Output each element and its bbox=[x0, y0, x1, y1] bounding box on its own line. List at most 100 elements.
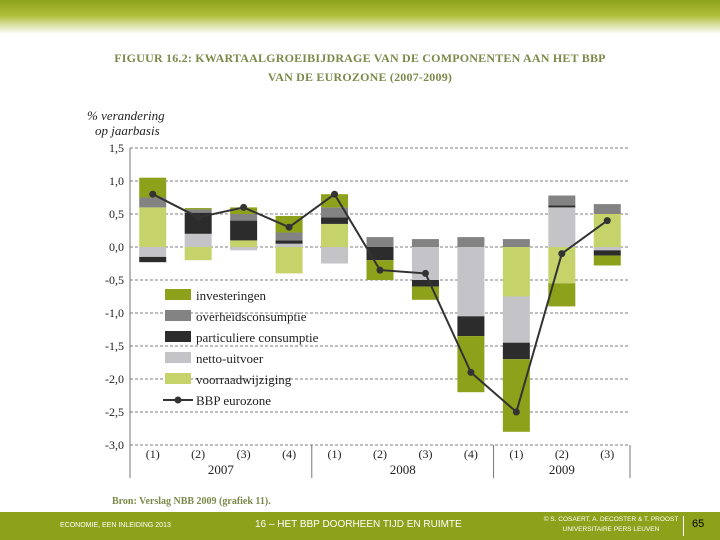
footer-authors: © S. COSAERT, A. DECOSTER & T. PROOST bbox=[543, 516, 679, 523]
bar-segment-particuliere-consumptie bbox=[321, 217, 349, 224]
bar-segment-overheidsconsumptie bbox=[457, 237, 485, 247]
legend-swatch bbox=[165, 289, 191, 300]
stacked-bar-chart: 1,5 1,0 0,5 0,0 -0,5 -1,0 -1,5 -2,0 -2,5 -3,0 % ve… bbox=[87, 108, 631, 478]
bar-segment-overheidsconsumptie bbox=[593, 204, 621, 214]
y-tick-label: 0,0 bbox=[109, 240, 124, 254]
legend-label: BBP eurozone bbox=[196, 393, 271, 408]
bar-segment-overheidsconsumptie bbox=[184, 209, 212, 213]
legend-label: overheidsconsumptie bbox=[196, 309, 307, 324]
x-tick-label: (1) bbox=[509, 447, 523, 461]
x-tick-label: (1) bbox=[328, 447, 342, 461]
bar-segment-overheidsconsumptie bbox=[502, 239, 530, 247]
legend-label: particuliere consumptie bbox=[196, 330, 319, 345]
x-tick-label: (4) bbox=[282, 447, 296, 461]
gdp-point bbox=[603, 217, 611, 225]
y-tick-label: -2,5 bbox=[105, 405, 124, 419]
y-tick-label: -2,0 bbox=[105, 372, 124, 386]
y-tick-label: -1,5 bbox=[105, 339, 124, 353]
bar-segment-netto-uitvoer bbox=[184, 233, 212, 247]
bar-segment-voorraadwijziging bbox=[502, 247, 530, 297]
top-decor-bar bbox=[0, 0, 720, 34]
footer-publisher: UNIVERSITAIRE PERS LEUVEN bbox=[562, 526, 660, 533]
legend-swatch bbox=[165, 310, 191, 321]
y-tick-label: -1,0 bbox=[105, 306, 124, 320]
bar-segment-overheidsconsumptie bbox=[548, 195, 576, 206]
bar-segment-overheidsconsumptie bbox=[411, 239, 439, 247]
bar-segment-particuliere-consumptie bbox=[593, 250, 621, 256]
legend-swatch bbox=[165, 331, 191, 342]
gdp-point bbox=[331, 190, 339, 198]
bar-segment-netto-uitvoer bbox=[457, 247, 485, 317]
bar-segment-particuliere-consumptie bbox=[502, 342, 530, 360]
year-label: 2009 bbox=[549, 462, 575, 477]
gdp-point bbox=[285, 223, 293, 231]
bar-segment-particuliere-consumptie bbox=[230, 220, 258, 241]
y-tick-label: -3,0 bbox=[105, 438, 124, 452]
y-axis-label: % verandering bbox=[87, 108, 165, 123]
y-tick-label: 1,0 bbox=[109, 174, 124, 188]
bar-segment-investeringen bbox=[184, 208, 212, 210]
legend-swatch bbox=[165, 352, 191, 363]
bar-segment-voorraadwijziging bbox=[230, 240, 258, 247]
y-tick-label: -0,5 bbox=[105, 273, 124, 287]
legend-label: investeringen bbox=[196, 288, 267, 303]
legend-marker bbox=[174, 396, 182, 404]
figure-title: FIGUUR 16.2: KWARTAALGROEIBIJDRAGE VAN D… bbox=[114, 51, 606, 65]
gdp-point bbox=[194, 213, 202, 221]
source-note: Bron: Verslag NBB 2009 (grafiek 11). bbox=[112, 496, 271, 507]
bar-segment-particuliere-consumptie bbox=[139, 256, 167, 263]
gdp-point bbox=[149, 190, 157, 198]
x-tick-label: (1) bbox=[146, 447, 160, 461]
legend-label: netto-uitvoer bbox=[196, 351, 264, 366]
bar-segment-voorraadwijziging bbox=[321, 223, 349, 247]
bar-segment-voorraadwijziging bbox=[184, 247, 212, 261]
y-tick-label: 0,5 bbox=[109, 207, 124, 221]
year-label: 2007 bbox=[208, 462, 235, 477]
figure-subtitle: VAN DE EUROZONE (2007-2009) bbox=[267, 70, 453, 84]
bar-segment-investeringen bbox=[593, 255, 621, 266]
gdp-point bbox=[512, 408, 520, 416]
bar-segment-investeringen bbox=[502, 359, 530, 432]
footer-separator bbox=[683, 516, 684, 536]
legend-label: voorraadwijziging bbox=[196, 372, 292, 387]
gdp-point bbox=[240, 203, 248, 211]
year-label: 2008 bbox=[390, 462, 416, 477]
gdp-point bbox=[558, 250, 566, 258]
bar-segment-investeringen bbox=[139, 177, 167, 198]
x-tick-label: (3) bbox=[600, 447, 614, 461]
bar-segment-netto-uitvoer bbox=[502, 296, 530, 343]
footer-book-title: ECONOMIE, EEN INLEIDING 2013 bbox=[60, 522, 171, 529]
x-tick-label: (2) bbox=[555, 447, 569, 461]
bar-segment-netto-uitvoer bbox=[139, 247, 167, 257]
bar-segment-investeringen bbox=[457, 336, 485, 393]
bar-segment-overheidsconsumptie bbox=[275, 232, 303, 241]
bar-segment-particuliere-consumptie bbox=[457, 316, 485, 337]
y-tick-label: 1,5 bbox=[109, 141, 124, 155]
footer-copyright: © S. COSAERT, A. DECOSTER & T. PROOST UN… bbox=[536, 515, 686, 535]
bar-segment-netto-uitvoer bbox=[548, 207, 576, 247]
page-number: 65 bbox=[692, 518, 705, 530]
bar-segment-particuliere-consumptie bbox=[548, 205, 576, 208]
x-tick-label: (3) bbox=[418, 447, 432, 461]
footer-bar: ECONOMIE, EEN INLEIDING 2013 16 – HET BB… bbox=[0, 512, 720, 540]
bar-segment-netto-uitvoer bbox=[593, 247, 621, 251]
bar-segment-investeringen bbox=[548, 283, 576, 307]
gdp-point bbox=[421, 269, 429, 277]
bar-segment-overheidsconsumptie bbox=[321, 207, 349, 218]
bar-segment-voorraadwijziging bbox=[139, 207, 167, 247]
footer-chapter-title: 16 – HET BBP DOORHEEN TIJD EN RUIMTE bbox=[255, 519, 462, 530]
bar-segment-voorraadwijziging bbox=[275, 247, 303, 274]
x-tick-label: (2) bbox=[191, 447, 205, 461]
bar-segment-particuliere-consumptie bbox=[275, 240, 303, 244]
legend-swatch bbox=[165, 373, 191, 384]
x-tick-label: (2) bbox=[373, 447, 387, 461]
gdp-point bbox=[467, 368, 475, 376]
bar-segment-particuliere-consumptie bbox=[411, 280, 439, 287]
bar-segment-particuliere-consumptie bbox=[184, 212, 212, 234]
bar-segment-netto-uitvoer bbox=[275, 243, 303, 247]
bar-segment-overheidsconsumptie bbox=[139, 197, 167, 208]
bar-segment-overheidsconsumptie bbox=[366, 237, 394, 247]
bar-segment-netto-uitvoer bbox=[321, 247, 349, 264]
x-tick-label: (4) bbox=[464, 447, 478, 461]
bar-segment-overheidsconsumptie bbox=[230, 214, 258, 221]
